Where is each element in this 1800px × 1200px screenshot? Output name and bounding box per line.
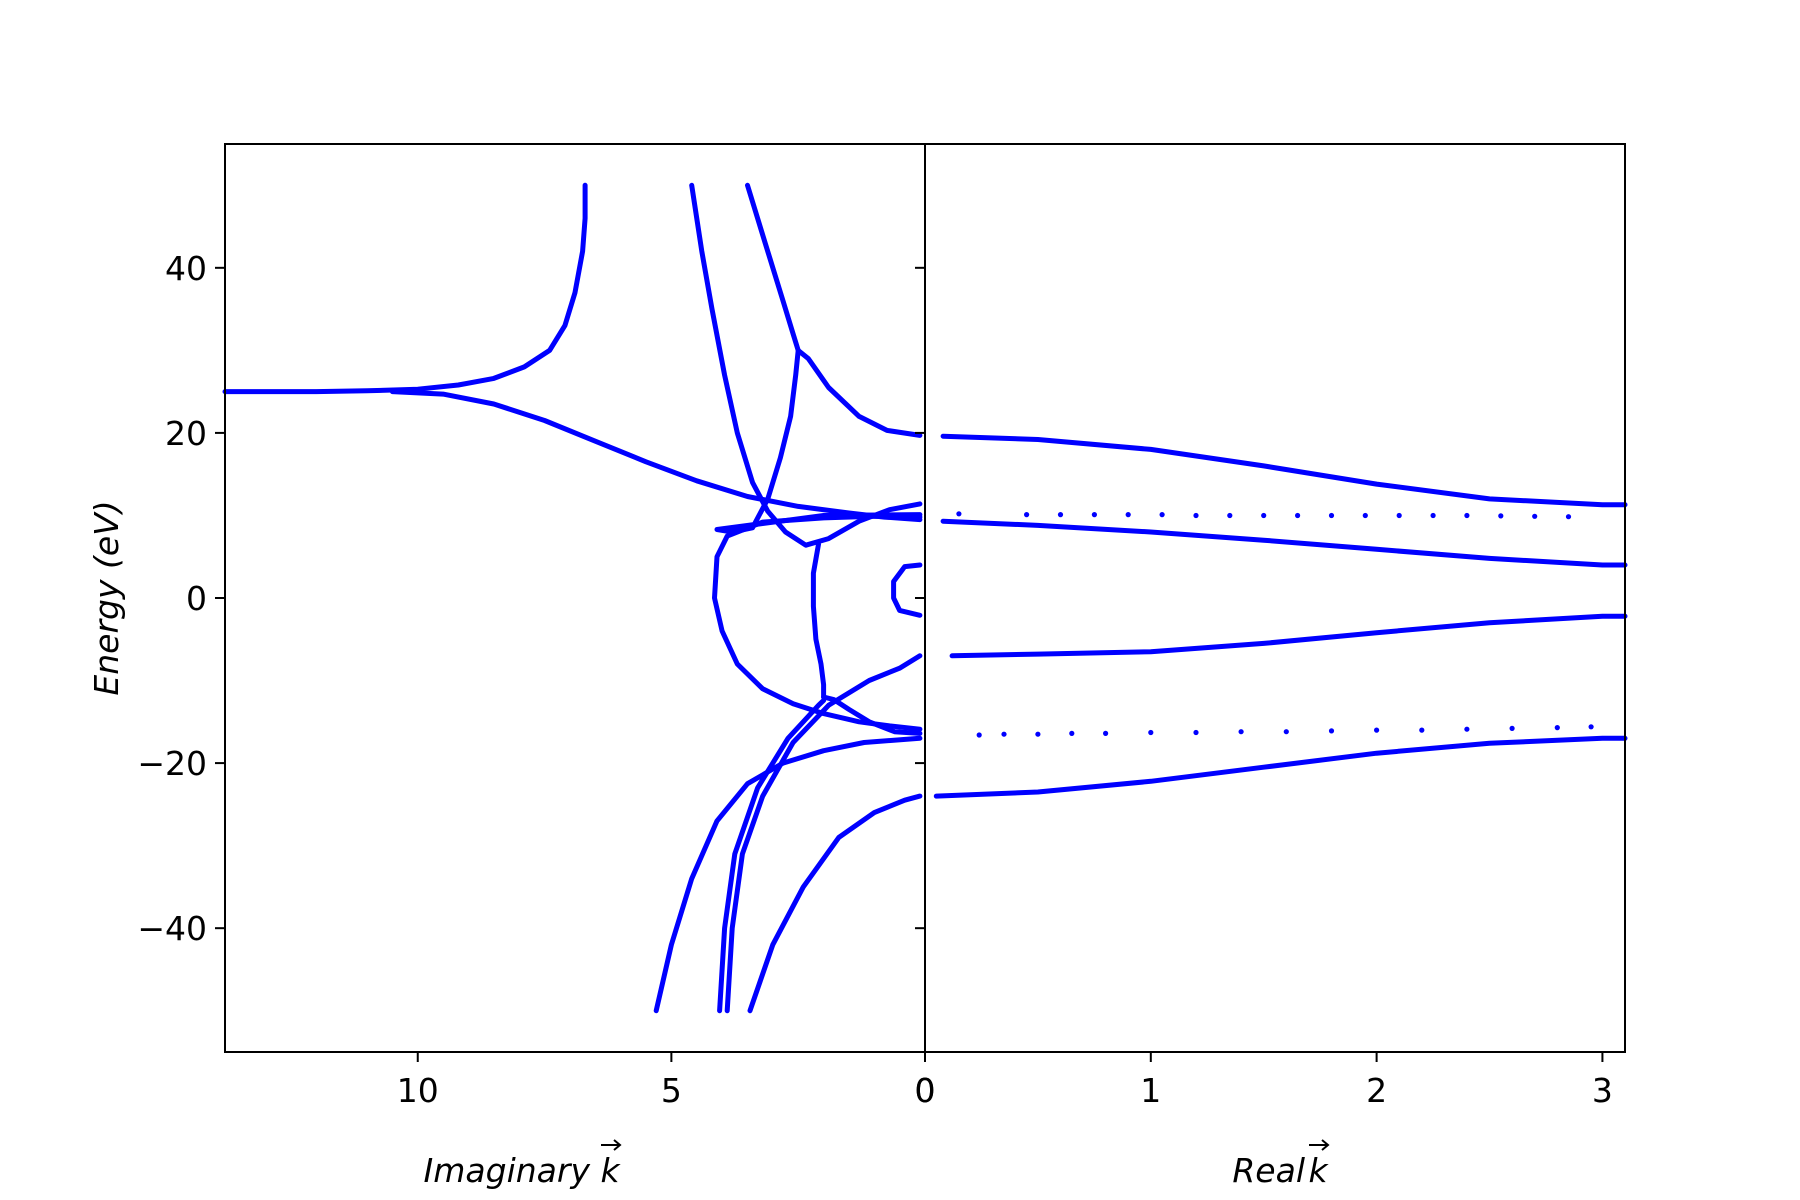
left-x-axis-vector-symbol: k	[600, 1151, 621, 1190]
series-line	[810, 541, 827, 700]
data-point	[976, 732, 982, 738]
series-line	[714, 182, 923, 535]
data-point	[1430, 512, 1436, 519]
series-line	[222, 182, 588, 395]
x-tick-label: 3	[1592, 1071, 1613, 1110]
y-tick-label: −20	[137, 744, 207, 783]
data-point	[1148, 729, 1154, 736]
series-line	[689, 182, 923, 548]
data-point	[1227, 512, 1233, 519]
left-plot-area	[222, 182, 923, 1014]
series-line	[891, 562, 923, 618]
x-tick-label: 5	[661, 1071, 682, 1110]
data-point	[1374, 727, 1380, 733]
data-point	[1057, 511, 1064, 518]
y-tick-label: 20	[165, 414, 207, 453]
y-tick-label: 40	[165, 249, 207, 288]
data-point	[1498, 513, 1504, 519]
data-point	[1035, 731, 1041, 737]
right-x-axis-label: Real	[1232, 1151, 1305, 1190]
series-line	[949, 613, 1628, 659]
data-point	[1159, 511, 1165, 518]
data-point	[956, 511, 962, 517]
series-line	[933, 735, 1628, 799]
right-y-ticks	[915, 266, 925, 930]
data-point	[1328, 728, 1335, 734]
series-line	[717, 697, 827, 1014]
series-line	[712, 513, 923, 732]
data-point	[1464, 512, 1470, 519]
data-point	[1125, 511, 1131, 518]
data-point	[1532, 513, 1538, 519]
data-point	[1419, 727, 1425, 733]
data-point	[1069, 730, 1075, 737]
y-tick-label: −40	[137, 909, 207, 948]
real-k-panel: 0 1 2 3 Real k	[915, 143, 1628, 1190]
data-point	[1295, 512, 1301, 519]
series-line	[940, 518, 1628, 568]
data-point	[1283, 729, 1289, 735]
data-point	[1001, 731, 1007, 737]
data-point	[1362, 512, 1368, 519]
series-line	[747, 793, 923, 1014]
x-tick-label: 0	[915, 1071, 936, 1110]
left-x-ticks: 10 5 0	[397, 1052, 936, 1110]
data-point	[1328, 512, 1335, 519]
series-line	[724, 653, 923, 1014]
series-line	[653, 735, 923, 1014]
right-plot-area	[933, 433, 1628, 799]
data-point	[1193, 512, 1199, 519]
data-point	[1464, 726, 1470, 732]
data-point	[1091, 511, 1097, 518]
series-line	[795, 347, 923, 438]
data-point	[1509, 725, 1515, 732]
x-tick-label: 0	[915, 1071, 936, 1110]
data-point	[1193, 729, 1199, 736]
data-point	[1565, 514, 1572, 520]
y-tick-label: 0	[186, 579, 207, 618]
x-tick-label: 2	[1366, 1071, 1387, 1110]
data-point	[1261, 512, 1267, 519]
right-x-axis-vector-symbol: k	[1308, 1151, 1329, 1190]
right-x-ticks: 0 1 2 3	[915, 1052, 1613, 1110]
x-tick-label: 1	[1140, 1071, 1161, 1110]
data-point	[1103, 730, 1109, 737]
left-y-ticks: 40 20 0 −20 −40	[137, 249, 225, 948]
x-tick-label: 10	[397, 1071, 439, 1110]
data-point	[1024, 511, 1030, 518]
data-point	[1396, 512, 1402, 519]
vector-arrow-icon	[601, 1139, 622, 1151]
vector-arrow-icon	[1309, 1139, 1330, 1151]
y-axis-label: Energy (eV)	[87, 500, 126, 695]
series-line	[940, 433, 1628, 508]
left-x-axis-label: Imaginary	[424, 1151, 591, 1190]
data-point	[1588, 724, 1594, 730]
data-point	[1554, 725, 1560, 731]
series-line	[821, 694, 923, 736]
data-point	[1238, 729, 1244, 735]
